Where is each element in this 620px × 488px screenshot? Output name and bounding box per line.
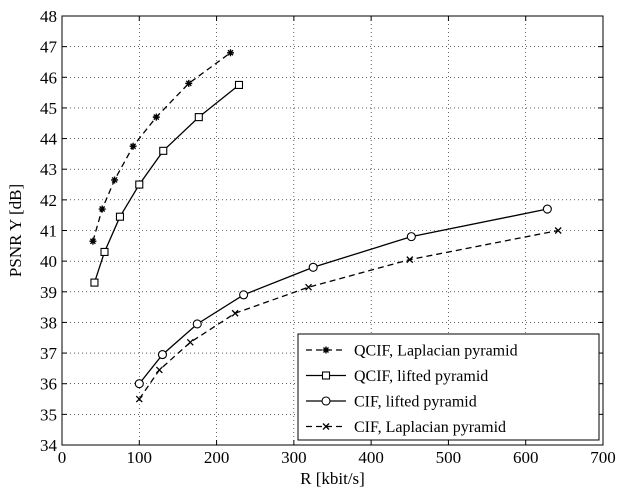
y-tick-label: 45 <box>40 99 57 118</box>
y-tick-label: 40 <box>40 252 57 271</box>
y-tick-label: 36 <box>40 375 57 394</box>
square-marker <box>135 180 144 189</box>
y-tick-label: 42 <box>40 191 57 210</box>
y-tick-label: 43 <box>40 160 57 179</box>
y-tick-label: 41 <box>40 222 57 241</box>
y-tick-label: 35 <box>40 405 57 424</box>
circle-marker <box>321 396 331 406</box>
series-0 <box>89 49 234 245</box>
square-marker <box>194 113 203 122</box>
square-marker <box>115 212 125 221</box>
x-marker <box>554 227 562 234</box>
legend-entry: QCIF, lifted pyramid <box>306 368 488 385</box>
y-tick-label: 44 <box>40 130 58 149</box>
asterisk-marker <box>322 346 330 354</box>
y-tick-label: 39 <box>40 283 57 302</box>
axis-ticks: 0 100 200 300 400 500 600 700 34 35 36 37 38 39 40 41 42… <box>40 7 616 467</box>
asterisk-marker <box>152 113 160 121</box>
square-marker <box>159 146 168 155</box>
circle-marker <box>406 232 416 242</box>
legend-label: QCIF, lifted pyramid <box>354 368 488 385</box>
x-tick-label: 700 <box>590 448 616 467</box>
series-3 <box>135 227 562 403</box>
legend-label: QCIF, Laplacian pyramid <box>354 343 518 360</box>
x-tick-label: 0 <box>58 448 67 467</box>
series-line <box>93 84 240 283</box>
asterisk-marker <box>226 49 234 57</box>
x-tick-label: 100 <box>127 448 153 467</box>
x-marker <box>305 283 313 291</box>
asterisk-marker <box>111 176 119 184</box>
circle-marker <box>192 319 202 329</box>
circle-marker <box>542 204 552 214</box>
series-1 <box>90 80 244 287</box>
y-tick-label: 37 <box>40 344 58 363</box>
circle-marker <box>134 379 144 389</box>
square-marker <box>321 371 331 380</box>
x-tick-label: 400 <box>358 448 384 467</box>
legend-entry: CIF, Laplacian pyramid <box>306 419 506 436</box>
asterisk-marker <box>89 237 97 245</box>
circle-marker <box>239 290 249 300</box>
x-axis-label: R [kbit/s] <box>300 469 365 488</box>
x-marker <box>231 309 239 317</box>
square-marker <box>90 278 99 287</box>
legend-box <box>297 333 600 441</box>
circle-marker <box>308 262 318 272</box>
x-tick-label: 300 <box>281 448 307 467</box>
x-marker <box>135 395 143 403</box>
x-marker <box>406 256 414 264</box>
legend-entry: CIF, lifted pyramid <box>306 394 477 411</box>
series-2 <box>134 204 552 389</box>
legend: QCIF, Laplacian pyramid QCIF, lifted pyra… <box>297 333 600 441</box>
circle-marker <box>157 350 168 360</box>
y-tick-label: 48 <box>40 7 57 26</box>
x-tick-label: 500 <box>436 448 462 467</box>
y-tick-label: 38 <box>40 313 57 332</box>
asterisk-marker <box>98 205 106 213</box>
asterisk-marker <box>129 142 137 150</box>
legend-label: CIF, lifted pyramid <box>354 394 477 411</box>
legend-label: CIF, Laplacian pyramid <box>354 419 506 436</box>
x-tick-label: 200 <box>204 448 230 467</box>
legend-entry: QCIF, Laplacian pyramid <box>306 343 518 360</box>
square-marker <box>234 80 244 89</box>
y-tick-label: 47 <box>40 38 58 57</box>
x-tick-label: 600 <box>513 448 539 467</box>
y-tick-label: 34 <box>40 436 58 455</box>
x-marker <box>186 338 194 346</box>
y-tick-label: 46 <box>40 68 57 87</box>
data-series <box>89 49 562 403</box>
square-marker <box>100 247 109 256</box>
x-marker <box>322 423 330 430</box>
y-axis-label: PSNR Y [dB] <box>6 184 25 277</box>
asterisk-marker <box>185 79 193 87</box>
x-marker <box>155 366 163 374</box>
